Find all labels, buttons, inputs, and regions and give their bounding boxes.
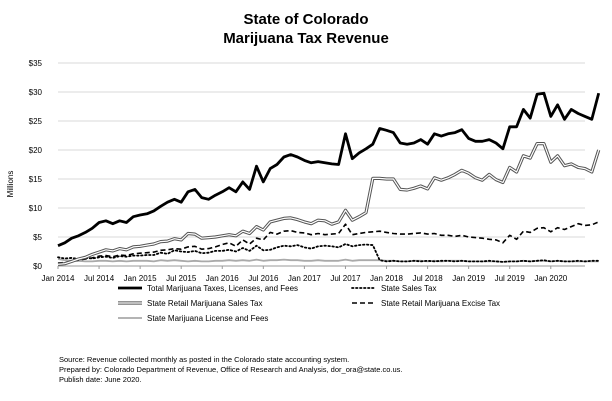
footer-prepared-by: Prepared by: Colorado Department of Reve… <box>59 365 403 374</box>
x-tick-label: Jan 2016 <box>206 274 239 283</box>
series-line <box>57 91 601 247</box>
y-tick-label: $15 <box>29 175 43 184</box>
x-tick-label: Jul 2014 <box>84 274 115 283</box>
series-line <box>57 143 600 265</box>
legend-item: State Retail Marijuana Excise Tax <box>352 299 500 308</box>
series-3 <box>57 142 601 266</box>
series-4 <box>57 221 600 264</box>
legend-label: Total Marijuana Taxes, Licenses, and Fee… <box>147 284 298 293</box>
legend-item: State Sales Tax <box>351 284 436 293</box>
chart-title: State of Colorado Marijuana Tax Revenue <box>0 10 612 48</box>
chart-title-line-1: State of Colorado <box>243 11 369 28</box>
y-tick-label: $20 <box>29 146 43 155</box>
legend-label: State Retail Marijuana Excise Tax <box>381 299 500 308</box>
legend-item: State Retail Marijuana Sales Tax <box>118 299 262 308</box>
series-line <box>57 243 600 263</box>
chart-title-line-2: Marijuana Tax Revenue <box>223 30 389 47</box>
series-1 <box>57 91 601 247</box>
y-tick-label: $0 <box>33 262 42 271</box>
legend-label: State Retail Marijuana Sales Tax <box>147 299 262 308</box>
x-tick-label: Jul 2015 <box>166 274 197 283</box>
x-tick-label: Jan 2020 <box>534 274 567 283</box>
x-tick-label: Jan 2017 <box>288 274 321 283</box>
grid-lines <box>58 62 585 238</box>
footer-source: Source: Revenue collected monthly as pos… <box>59 355 350 364</box>
x-tick-label: Jan 2015 <box>124 274 157 283</box>
x-tick-label: Jul 2017 <box>330 274 361 283</box>
y-tick-label: $35 <box>29 59 43 68</box>
y-tick-label: $10 <box>29 204 43 213</box>
footer-notes: Source: Revenue collected monthly as pos… <box>59 355 403 385</box>
x-tick-label: Jan 2019 <box>452 274 485 283</box>
legend-label: State Marijuana License and Fees <box>147 314 268 323</box>
legend: Total Marijuana Taxes, Licenses, and Fee… <box>118 284 500 323</box>
y-tick-label: $30 <box>29 88 43 97</box>
x-axis-ticks: Jan 2014 Jul 2014 Jan 2015 Jul 2015 Jan 2016… <box>42 266 568 283</box>
series-layer <box>57 91 601 266</box>
x-tick-label: Jan 2014 <box>42 274 75 283</box>
x-tick-label: Jul 2019 <box>495 274 526 283</box>
x-tick-label: Jan 2018 <box>370 274 403 283</box>
y-axis-label: Millions <box>6 171 15 198</box>
x-tick-label: Jul 2016 <box>248 274 279 283</box>
series-line <box>57 221 600 264</box>
y-tick-label: $25 <box>29 117 43 126</box>
chart-svg: $0$5$10$15$20$25$30$35 Jan 2014 Jul 2014 J… <box>6 59 601 323</box>
footer-publish-date: Publish date: June 2020. <box>59 375 142 384</box>
legend-item: State Marijuana License and Fees <box>118 314 268 323</box>
y-tick-label: $5 <box>33 233 42 242</box>
legend-item: Total Marijuana Taxes, Licenses, and Fee… <box>118 284 298 293</box>
legend-label: State Sales Tax <box>381 284 436 293</box>
x-tick-label: Jul 2018 <box>412 274 443 283</box>
series-2 <box>57 243 600 263</box>
y-axis-ticks: $0 $5 $10 $15 $20 $25 $30 $35 <box>29 59 43 271</box>
